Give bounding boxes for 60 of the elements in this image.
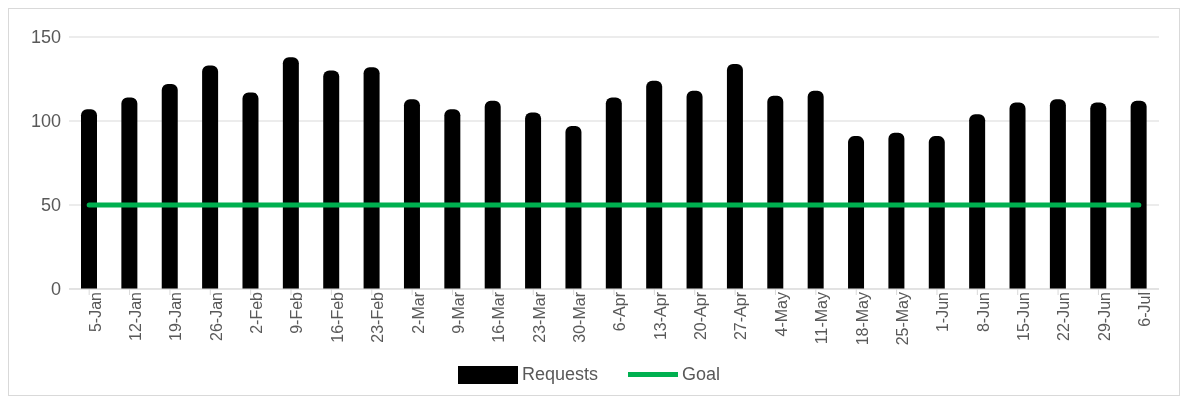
bar: [726, 63, 743, 289]
x-tick-label: 22-Jun: [1055, 292, 1073, 341]
bar: [1090, 102, 1107, 289]
x-tick-label: 1-Jun: [934, 292, 952, 333]
legend-label: Requests: [521, 364, 598, 385]
x-tick-label: 11-May: [813, 292, 831, 345]
x-tick-label: 13-Apr: [651, 291, 669, 341]
x-tick-label: 19-Jan: [167, 292, 185, 341]
bar: [81, 109, 97, 289]
bar: [444, 109, 461, 289]
y-tick-label: 100: [30, 111, 61, 132]
x-tick-label: 18-May: [853, 292, 871, 346]
bar: [1009, 102, 1026, 289]
bar: [161, 84, 178, 289]
bar: [767, 95, 784, 289]
x-tick-label: 20-Apr: [692, 291, 710, 341]
bar: [403, 99, 420, 289]
x-tick-label: 29-Jun: [1095, 292, 1113, 341]
bar: [282, 57, 299, 289]
bar: [605, 97, 622, 289]
x-tick-label: 27-Apr: [732, 291, 750, 341]
x-tick-label: 25-May: [893, 292, 911, 346]
bar: [323, 70, 340, 289]
bar: [121, 97, 138, 289]
y-tick-label: 150: [30, 27, 61, 48]
x-tick-label: 6-Jul: [1136, 292, 1154, 327]
x-tick-label: 2-Mar: [409, 291, 427, 334]
x-tick-label: 23-Feb: [369, 291, 387, 343]
x-tick-label: 23-Mar: [530, 291, 548, 343]
bar: [363, 67, 380, 289]
legend-label: Goal: [682, 364, 721, 385]
bar: [525, 112, 542, 289]
y-tick-label: 0: [50, 279, 61, 300]
bar: [848, 136, 865, 289]
x-tick-label: 15-Jun: [1015, 292, 1033, 341]
y-tick-label: 50: [40, 195, 61, 216]
bar: [928, 136, 945, 289]
bar: [646, 80, 663, 289]
x-tick-label: 9-Feb: [288, 291, 306, 334]
x-tick-label: 30-Mar: [570, 291, 588, 343]
bar: [565, 126, 582, 289]
bar: [686, 90, 703, 289]
x-tick-label: 6-Apr: [611, 291, 629, 332]
x-tick-label: 5-Jan: [86, 292, 104, 333]
x-tick-label: 8-Jun: [974, 292, 992, 333]
bar: [888, 132, 905, 289]
bar: [807, 90, 824, 289]
x-tick-label: 2-Feb: [248, 291, 266, 334]
x-tick-label: 12-Jan: [126, 292, 144, 341]
x-tick-label: 16-Mar: [490, 291, 508, 343]
bar: [969, 114, 986, 289]
bar: [202, 65, 219, 289]
x-tick-label: 9-Mar: [449, 291, 467, 334]
x-tick-label: 16-Feb: [328, 291, 346, 343]
bar: [1049, 99, 1066, 289]
x-tick-label: 4-May: [772, 292, 790, 337]
x-tick-label: 26-Jan: [207, 292, 225, 341]
bar: [242, 92, 259, 289]
bar: [1130, 100, 1147, 289]
bar: [484, 100, 501, 289]
